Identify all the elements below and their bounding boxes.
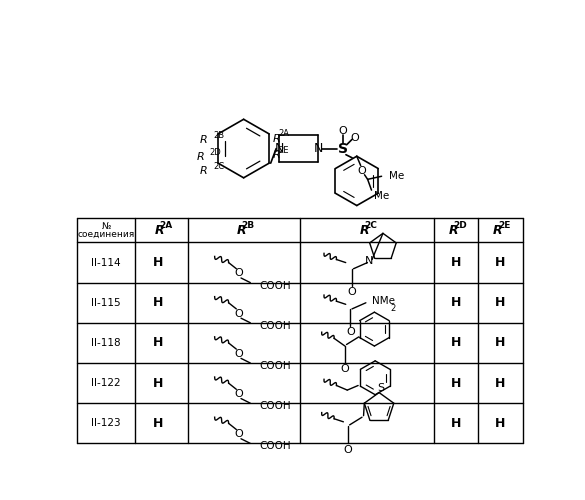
Text: H: H: [450, 376, 461, 390]
Text: II-122: II-122: [91, 378, 121, 388]
Text: R: R: [199, 166, 207, 176]
Text: №: №: [101, 222, 111, 231]
Text: R: R: [197, 152, 204, 162]
Text: 2: 2: [391, 304, 396, 314]
Text: O: O: [347, 287, 356, 297]
Text: соединения: соединения: [77, 230, 135, 238]
Text: N: N: [314, 142, 323, 155]
Text: S: S: [338, 142, 348, 156]
Text: H: H: [495, 376, 505, 390]
Text: 2A: 2A: [278, 130, 290, 138]
Text: H: H: [153, 417, 163, 430]
Text: O: O: [351, 133, 360, 143]
Text: 2D: 2D: [209, 148, 221, 157]
Text: S: S: [377, 383, 384, 393]
Text: O: O: [235, 389, 243, 399]
Text: H: H: [450, 417, 461, 430]
Text: R: R: [449, 224, 458, 236]
Text: H: H: [153, 296, 163, 310]
Text: H: H: [495, 296, 505, 310]
Text: 2D: 2D: [453, 221, 466, 230]
Text: N: N: [365, 256, 373, 266]
Text: O: O: [235, 268, 243, 278]
Text: 2C: 2C: [364, 221, 377, 230]
Text: R: R: [154, 224, 164, 236]
Text: NMe: NMe: [372, 296, 395, 306]
Text: 2E: 2E: [498, 221, 510, 230]
Text: 2B: 2B: [242, 221, 254, 230]
Text: O: O: [346, 327, 355, 337]
Text: 2C: 2C: [214, 162, 225, 171]
Text: R: R: [199, 135, 207, 145]
Text: R: R: [272, 134, 280, 143]
Text: O: O: [235, 308, 243, 318]
Text: 2B: 2B: [214, 131, 225, 140]
Text: II-115: II-115: [91, 298, 121, 308]
Text: Me: Me: [374, 192, 389, 202]
Text: N: N: [274, 142, 284, 155]
Text: II-118: II-118: [91, 338, 121, 348]
Text: II-114: II-114: [91, 258, 121, 268]
Text: O: O: [343, 444, 352, 454]
Text: H: H: [450, 296, 461, 310]
Text: H: H: [450, 336, 461, 349]
Text: II-123: II-123: [91, 418, 121, 428]
Text: O: O: [235, 429, 243, 439]
Text: R: R: [237, 224, 247, 236]
Text: 2E: 2E: [278, 146, 289, 156]
Text: H: H: [153, 376, 163, 390]
Text: R: R: [493, 224, 503, 236]
Text: COOH: COOH: [260, 321, 291, 331]
Text: R: R: [360, 224, 369, 236]
Text: H: H: [153, 256, 163, 269]
Text: O: O: [339, 126, 347, 136]
Text: H: H: [450, 256, 461, 269]
Text: O: O: [235, 349, 243, 359]
Text: O: O: [340, 364, 349, 374]
Text: H: H: [495, 336, 505, 349]
Text: COOH: COOH: [260, 402, 291, 411]
Text: Me: Me: [390, 172, 405, 181]
Text: O: O: [358, 166, 367, 176]
Text: H: H: [495, 256, 505, 269]
Text: COOH: COOH: [260, 361, 291, 371]
Text: R: R: [272, 150, 280, 160]
Text: H: H: [153, 336, 163, 349]
Text: 2A: 2A: [159, 221, 172, 230]
Text: COOH: COOH: [260, 442, 291, 452]
Text: H: H: [495, 417, 505, 430]
Text: COOH: COOH: [260, 280, 291, 290]
